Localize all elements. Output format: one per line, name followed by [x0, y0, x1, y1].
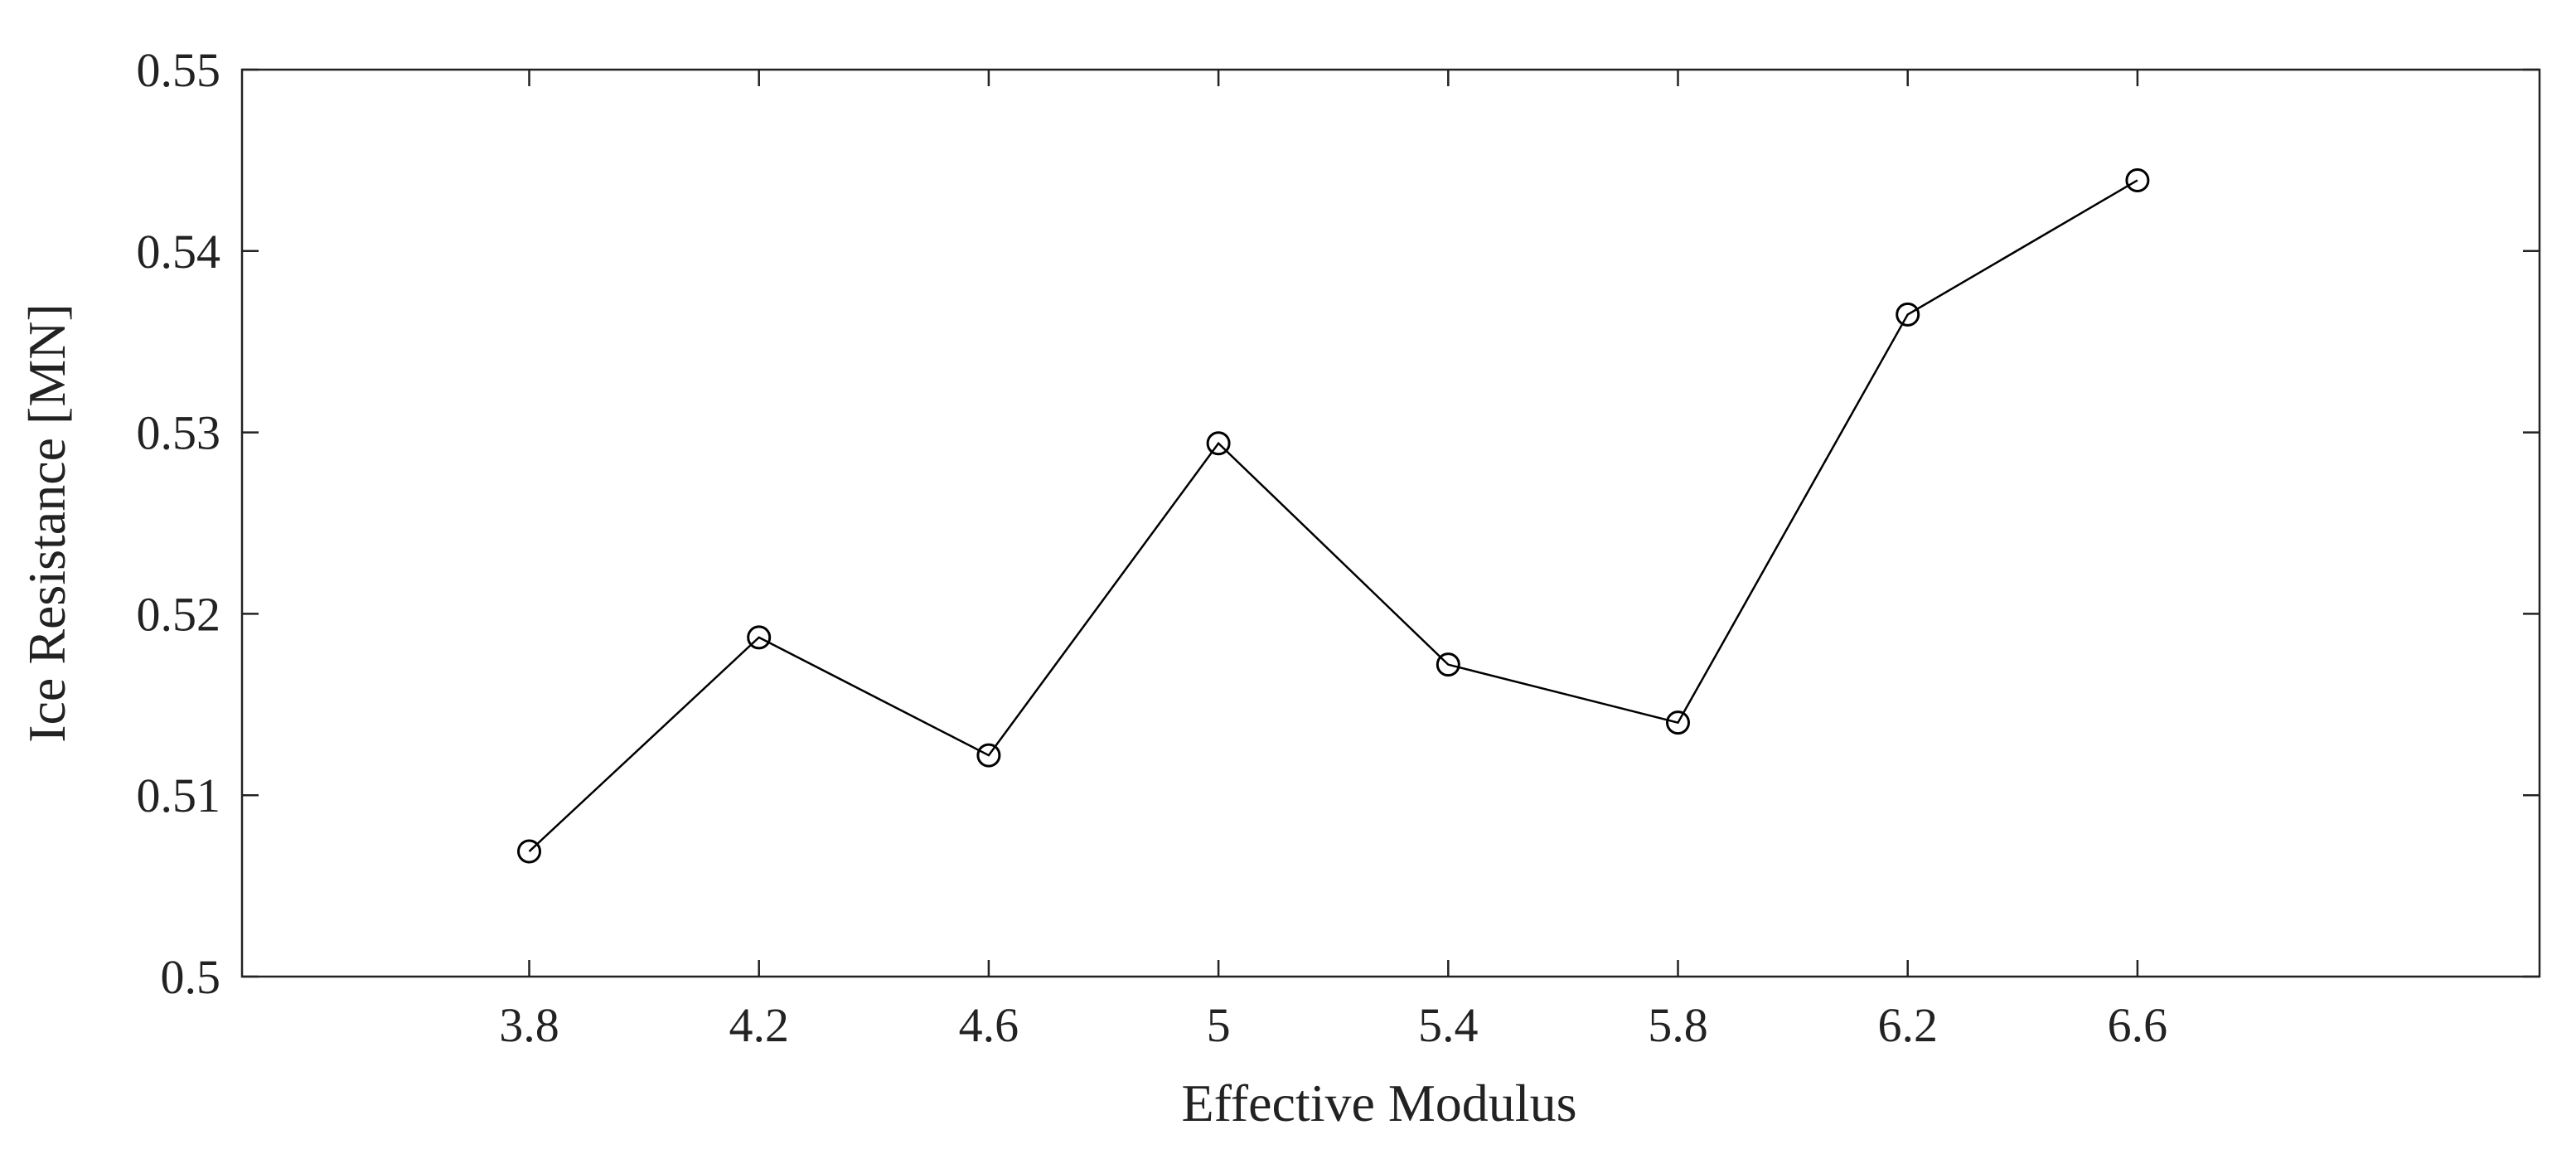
- y-tick-label: 0.52: [137, 587, 221, 641]
- series-line: [528, 179, 2138, 852]
- x-tick-label: 5.8: [1648, 998, 1708, 1052]
- x-tick-label: 5.4: [1418, 998, 1479, 1052]
- y-axis-title: Ice Resistance [MN]: [17, 303, 76, 743]
- data-point-marker: [747, 625, 772, 650]
- x-tick-label: 6.6: [2108, 998, 2168, 1052]
- x-tick-label: 5: [1207, 998, 1231, 1052]
- data-point-marker: [976, 743, 1001, 768]
- x-axis-title: Effective Modulus: [1182, 1074, 1577, 1132]
- y-axis: 0.5 0.51 0.52 0.53 0.54 0.55: [137, 43, 2540, 1004]
- x-axis: 3.8 4.2 4.6 5 5.4 5.8 6.2 6.6: [499, 70, 2167, 1052]
- data-point-marker: [2125, 167, 2150, 192]
- data-point-marker: [517, 839, 541, 864]
- y-tick-label: 0.51: [137, 769, 221, 822]
- y-tick-label: 0.55: [137, 43, 221, 97]
- x-tick-label: 6.2: [1877, 998, 1938, 1052]
- y-tick-label: 0.54: [137, 225, 221, 279]
- x-tick-label: 3.8: [499, 998, 559, 1052]
- data-point-marker: [1896, 302, 1920, 327]
- data-point-marker: [1206, 431, 1231, 456]
- x-tick-label: 4.6: [959, 998, 1019, 1052]
- y-tick-label: 0.5: [161, 950, 221, 1004]
- x-tick-label: 4.2: [729, 998, 789, 1052]
- plot-frame: [240, 68, 2541, 978]
- series-layer: [517, 167, 2150, 864]
- y-tick-label: 0.53: [137, 406, 221, 460]
- data-point-marker: [1436, 652, 1460, 677]
- data-point-marker: [1666, 710, 1690, 735]
